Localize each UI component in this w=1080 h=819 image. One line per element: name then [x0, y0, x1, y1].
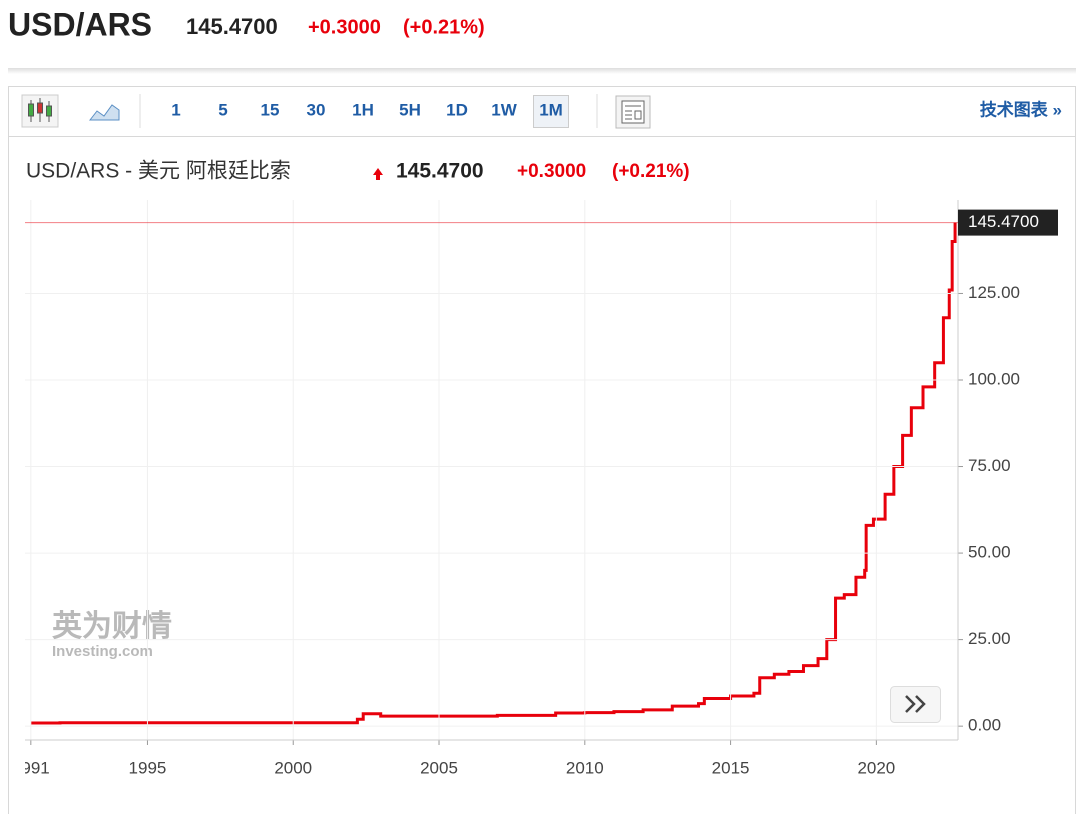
up-arrow [373, 168, 383, 180]
watermark-cn: 英为财情 [52, 610, 172, 643]
chart-box [8, 86, 1076, 819]
area-icon[interactable] [88, 104, 120, 121]
active-interval-bg [533, 95, 569, 128]
chart-change-pct: (+0.21%) [612, 161, 690, 182]
interval-button[interactable]: 1H [352, 100, 374, 119]
price-line [30, 222, 957, 725]
last-price-label: 145.4700 [968, 212, 1039, 231]
chart-change: +0.3000 [517, 161, 586, 182]
interval-button[interactable]: 30 [307, 100, 326, 119]
divider [8, 68, 1076, 74]
interval-button[interactable]: 5H [399, 100, 421, 119]
interval-button[interactable]: 1 [171, 100, 180, 119]
y-tick-label: 75.00 [968, 456, 1011, 475]
x-tick-label: 2005 [420, 758, 458, 777]
interval-button[interactable]: 1W [491, 100, 517, 119]
chart-price: 145.4700 [396, 160, 484, 183]
y-tick-label: 125.00 [968, 283, 1020, 302]
chart-title: USD/ARS - 美元 阿根廷比索 [26, 160, 291, 183]
y-tick-label: 25.00 [968, 629, 1011, 648]
price: 145.4700 [186, 14, 278, 39]
plot-area: 1991 1995 2000 2005 2010 2015 2020 [12, 222, 957, 777]
candle-icon[interactable] [21, 94, 59, 128]
tech-chart-link[interactable]: 技术图表 » [980, 99, 1062, 119]
interval-button[interactable]: 1M [539, 100, 563, 119]
watermark-en: Investing.com [52, 643, 153, 660]
x-tick-label: 2020 [857, 758, 895, 777]
change-pct: (+0.21%) [403, 16, 485, 38]
y-tick-label: 50.00 [968, 543, 1011, 562]
x-tick-label: 1991 [12, 758, 50, 777]
y-tick-label: 0.00 [968, 716, 1001, 735]
interval-button[interactable]: 1D [446, 100, 468, 119]
symbol: USD/ARS [8, 6, 152, 42]
x-tick-label: 2000 [274, 758, 312, 777]
interval-button[interactable]: 15 [261, 100, 280, 119]
last-price-box [958, 209, 1058, 236]
scroll-button[interactable] [890, 686, 941, 723]
y-tick-label: 100.00 [968, 369, 1020, 388]
x-tick-label: 2010 [566, 758, 604, 777]
layout-icon[interactable] [615, 95, 651, 129]
x-tick-label: 1995 [129, 758, 167, 777]
x-tick-label: 2015 [712, 758, 750, 777]
interval-button[interactable]: 5 [218, 100, 227, 119]
change: +0.3000 [308, 16, 381, 38]
